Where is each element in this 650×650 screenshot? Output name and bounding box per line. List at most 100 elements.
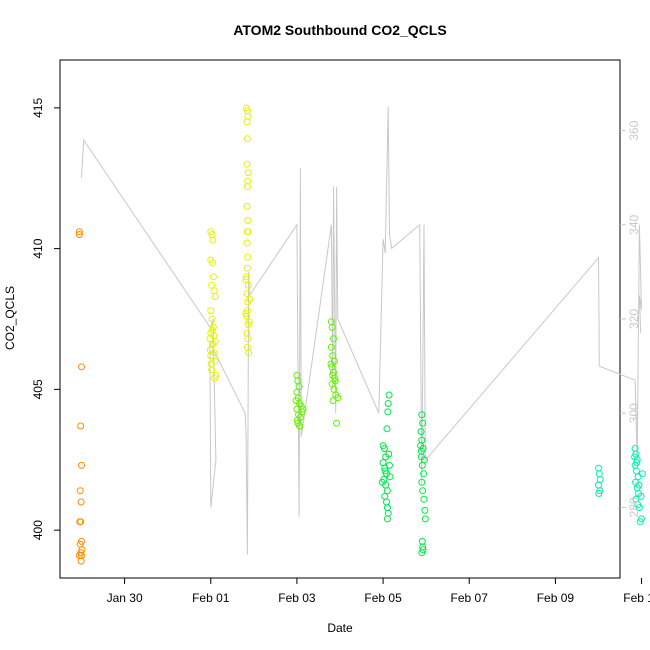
data-point-s3-41 [420,456,428,464]
data-point-s3-25 [417,428,425,436]
data-point-s3-19 [386,461,393,469]
data-point-s3-34 [421,506,429,514]
data-point-s4-19 [636,518,644,526]
y-tick-label-1: 405 [31,379,45,399]
data-point-s3-15 [384,400,392,407]
data-point-s3-39 [418,549,426,557]
data-point-s3-33 [420,495,428,503]
y2-tick-label-3: 340 [627,214,641,234]
y2-tick-label-1: 300 [627,403,641,423]
x-tick-label-3: Feb 05 [364,591,402,605]
data-point-s2-0 [293,371,301,379]
data-point-s3-36 [418,537,426,545]
data-point-s4-5 [595,490,603,497]
data-point-s2-30 [327,360,335,368]
plot-frame [59,59,621,579]
data-point-s4-3 [595,481,602,489]
chart-title: ATOM2 Southbound CO2_QCLS [233,22,446,38]
data-point-s1-54 [245,318,253,326]
data-point-s4-10 [632,467,640,475]
data-point-s1-8 [211,293,219,300]
data-point-s1-2 [209,236,217,244]
data-point-s3-1 [380,445,388,452]
data-point-s3-16 [384,408,392,416]
data-point-s3-3 [379,459,387,467]
data-point-s3-14 [385,391,393,399]
data-point-s4-0 [595,464,602,472]
data-point-s1-39 [243,239,251,247]
data-point-s3-9 [381,492,389,500]
y-tick-label-0: 400 [31,520,45,540]
data-point-s1-35 [243,202,251,210]
y-tick-label-2: 410 [31,238,45,258]
data-point-s3-35 [421,515,429,523]
data-point-s0-4 [78,461,85,469]
data-point-s1-28 [244,112,252,120]
data-point-s3-11 [383,504,391,512]
data-point-s4-1 [595,470,603,478]
data-point-s2-31 [331,377,339,385]
data-point-s2-33 [334,394,342,402]
data-point-s2-14 [293,416,301,424]
data-point-s1-5 [209,273,217,281]
data-point-s0-0 [75,228,83,236]
plot-area: Jan 30 Feb 01 Feb 03 Feb 05 Feb 07 Feb 09 Feb … [31,59,650,605]
x-axis-label: Date [327,621,353,635]
x-tick-label-1: Feb 01 [192,591,230,605]
data-point-s1-9 [207,307,215,315]
data-point-s2-18 [330,335,337,343]
data-point-s3-32 [419,487,427,495]
data-point-s1-7 [210,287,218,295]
data-point-s1-10 [208,315,216,323]
x-tick-label-5: Feb 09 [537,591,575,605]
data-point-s1-49 [243,329,251,337]
data-point-s1-52 [245,349,253,357]
x-tick-label-6: Feb 11 [623,591,650,605]
data-point-s1-33 [244,177,252,185]
data-point-s3-20 [386,473,394,481]
data-point-s2-3 [293,388,301,396]
data-point-s0-15 [77,557,85,565]
data-point-s1-51 [243,343,251,351]
data-point-s3-10 [383,498,390,506]
data-point-s1-25 [211,374,219,382]
data-point-s1-24 [207,360,215,368]
y2-tick-label-0: 280 [627,497,641,517]
data-point-s4-4 [596,487,604,495]
data-point-s1-48 [244,321,252,329]
data-point-s3-42 [417,442,425,450]
data-point-s4-17 [635,504,643,512]
data-point-s1-29 [243,118,251,126]
data-point-s1-41 [243,264,251,272]
data-point-s2-19 [327,343,335,351]
data-point-s2-32 [329,371,337,379]
data-point-s1-34 [243,183,251,191]
data-point-s4-11 [634,473,642,481]
x-tick-label-0: Jan 30 [107,591,143,605]
data-point-s1-31 [243,160,251,168]
data-point-s1-30 [243,135,251,143]
data-point-s0-5 [76,487,84,495]
data-point-s2-29 [333,419,341,427]
data-point-s1-4 [209,259,216,267]
data-point-s0-2 [78,363,85,371]
data-point-s4-24 [638,470,646,478]
data-point-s1-53 [242,276,250,284]
data-point-s1-36 [244,217,252,224]
data-point-s3-12 [384,509,392,517]
data-point-s0-3 [77,422,85,430]
data-point-s1-22 [206,346,214,354]
data-point-s2-15 [299,405,307,413]
y2-tick-label-4: 360 [627,120,641,140]
data-point-s1-55 [242,309,250,317]
data-point-s0-8 [77,518,85,526]
y-axis-label: CO2_QCLS [3,286,17,350]
data-point-s3-24 [419,419,427,427]
data-point-s1-21 [209,326,216,334]
data-point-s0-6 [77,498,85,506]
data-point-s3-30 [420,470,428,478]
data-point-s3-23 [418,411,426,419]
x-tick-label-4: Feb 07 [451,591,489,605]
data-point-s1-42 [243,273,250,281]
data-point-s0-1 [75,231,83,238]
